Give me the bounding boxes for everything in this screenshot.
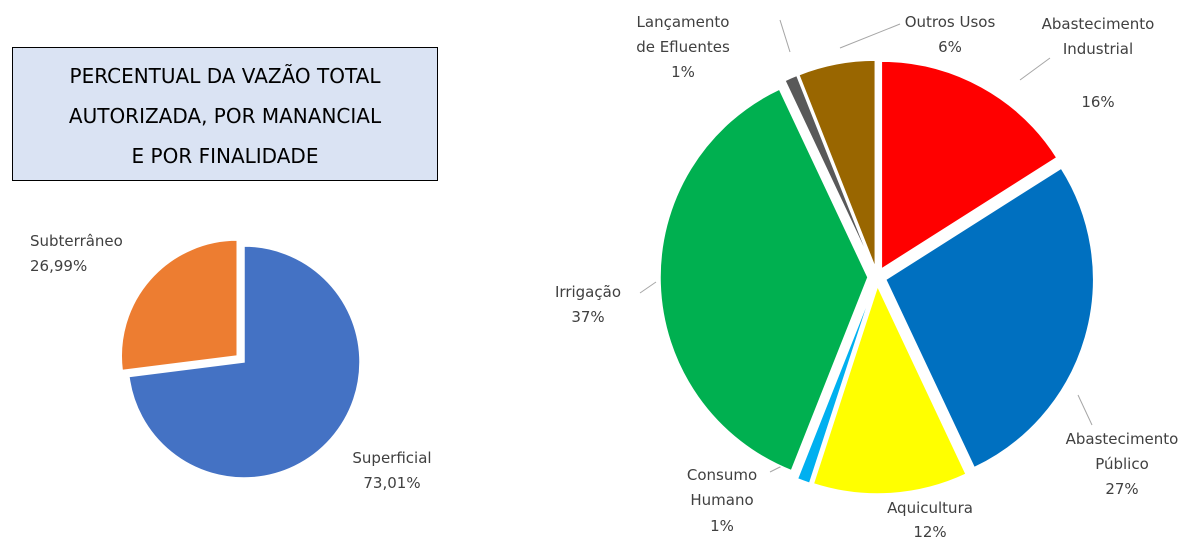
pie-slice <box>659 88 869 472</box>
pie-slice <box>120 239 239 372</box>
pie-slice <box>128 245 361 479</box>
pie-slice <box>884 167 1095 469</box>
pie-slice <box>796 285 875 485</box>
leader-line <box>639 281 657 294</box>
slice-label: Consumo Humano <box>686 466 758 509</box>
pie-slice <box>797 59 877 269</box>
slice-value-label: 6% <box>938 38 962 56</box>
slice-label: Superficial <box>352 449 432 467</box>
leader-line <box>779 19 791 53</box>
slice-value-label: 1% <box>710 517 734 535</box>
slice-value-label: 26,99% <box>30 257 88 275</box>
slice-value-label: 73,01% <box>363 474 421 492</box>
slice-value-label: 12% <box>913 523 947 540</box>
slice-label: Irrigação <box>555 283 621 301</box>
pie-slice <box>783 74 875 270</box>
slice-label: Abastecimento Público <box>1065 430 1179 473</box>
leader-line <box>839 23 901 49</box>
slice-value-label: 37% <box>571 308 605 326</box>
slice-label: Aquicultura <box>887 499 973 517</box>
leader-line <box>1077 394 1093 426</box>
slice-value-label: 1% <box>671 63 695 81</box>
leader-line <box>1019 57 1051 81</box>
slice-label: Outros Usos <box>904 13 996 31</box>
slice-label: Abastecimento Industrial <box>1041 15 1155 58</box>
pie-slice <box>880 60 1058 271</box>
slice-label: Subterrâneo <box>30 232 123 250</box>
slice-value-label: 16% <box>1081 93 1115 111</box>
pie-slice <box>812 283 968 495</box>
title-box: PERCENTUAL DA VAZÃO TOTAL AUTORIZADA, PO… <box>12 47 438 181</box>
slice-label: Lançamento de Efluentes <box>636 13 730 56</box>
slice-value-label: 27% <box>1105 480 1139 498</box>
